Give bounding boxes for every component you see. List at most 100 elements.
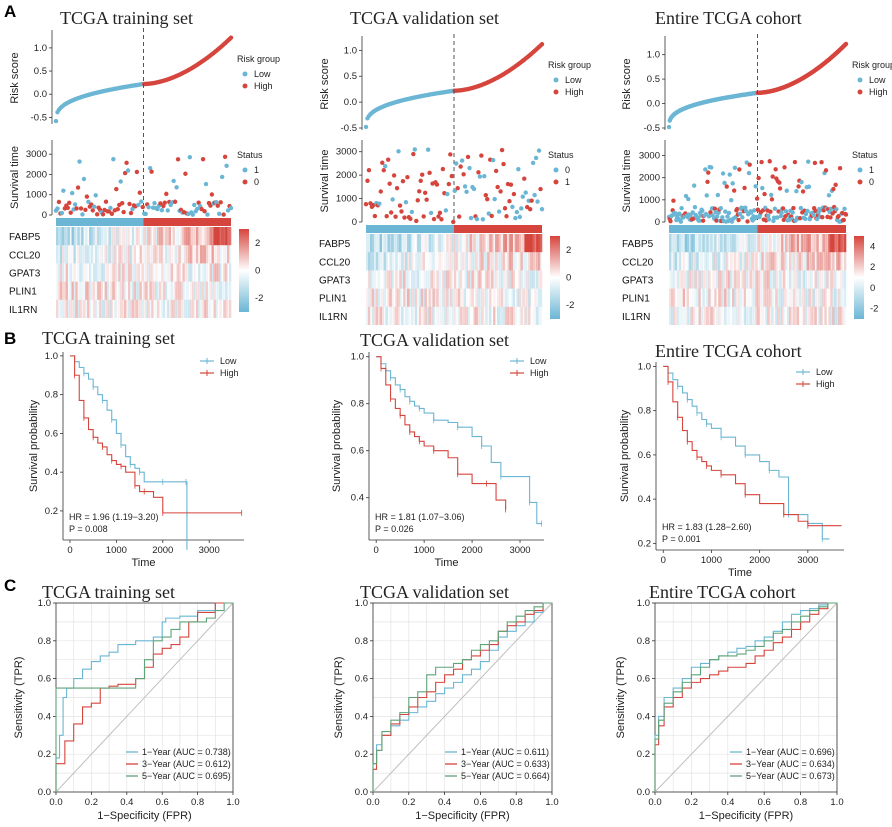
heatmap-cell [781, 234, 784, 253]
heatmap-cell [457, 234, 461, 253]
heatmap-cell [172, 227, 175, 246]
heatmap-cell [143, 245, 146, 264]
heatmap-cell [712, 289, 714, 307]
heatmap-cell [122, 245, 125, 264]
heatmap-cell [674, 234, 678, 253]
heatmap-cell [215, 245, 218, 264]
heatmap-cell [536, 306, 539, 325]
heatmap-cell [139, 299, 142, 318]
heatmap-cell [221, 263, 223, 281]
heatmap-cell [61, 227, 65, 246]
heatmap-cell [103, 245, 105, 263]
heatmap-cell [810, 288, 813, 307]
heatmap-cell [800, 252, 804, 271]
heatmap-cell [57, 227, 61, 246]
heatmap-cell [790, 234, 794, 253]
heatmap-cell [769, 270, 772, 289]
heatmap-cell [401, 234, 404, 253]
heatmap-cell [393, 234, 396, 253]
heatmap-cell [518, 252, 521, 271]
heatmap-cell [767, 306, 770, 325]
heatmap-cell [700, 252, 703, 271]
heatmap-cell [71, 263, 74, 282]
heatmap-cell [143, 299, 146, 318]
heatmap-cell [170, 263, 173, 282]
heatmap-cell [207, 245, 210, 264]
km-y-label: Survival probability [619, 409, 631, 502]
heatmap-cell [493, 306, 496, 325]
heatmap-cell [757, 234, 760, 253]
survival-point [523, 190, 528, 195]
km-y-tick-label: 0.6 [351, 446, 364, 457]
survival-point [467, 165, 472, 171]
survival-point [378, 189, 383, 194]
heatmap-cell [161, 299, 164, 318]
status-legend-title: Status [237, 150, 263, 160]
heatmap-cell [172, 299, 175, 318]
heatmap-cell [788, 288, 792, 307]
heatmap-cell [201, 227, 205, 246]
survival-point [715, 192, 721, 198]
heatmap-cell [818, 306, 821, 325]
heatmap-cell [215, 281, 218, 300]
heatmap-cell [424, 234, 427, 253]
survival-point [439, 217, 444, 222]
km-x-tick-label: 1000 [106, 545, 127, 556]
heatmap-cell [116, 227, 119, 246]
heatmap-cell [155, 281, 158, 300]
heatmap-cell [178, 227, 181, 246]
survival-point [792, 159, 798, 165]
heatmap-cell [57, 281, 61, 300]
heatmap-cell [182, 281, 185, 300]
survival-point [530, 160, 536, 166]
heatmap-cell [498, 306, 502, 325]
heatmap-cell [397, 252, 400, 271]
heatmap-cell [373, 306, 377, 325]
heatmap-cell [826, 252, 829, 271]
heatmap-cell [743, 234, 746, 253]
heatmap-cell [763, 288, 766, 307]
heatmap-cell [225, 299, 228, 318]
heatmap-cell [538, 252, 541, 271]
heatmap-cell [102, 299, 105, 318]
km-legend-label: High [530, 368, 549, 378]
heatmap-cell [798, 270, 802, 289]
heatmap-cell [448, 234, 451, 253]
risk-plot-title: TCGA validation set [350, 8, 499, 28]
survival-point [714, 214, 720, 219]
heatmap-cell [81, 281, 84, 300]
survival-point [831, 186, 836, 192]
heatmap-cell [728, 306, 731, 325]
heatmap-cell [63, 263, 67, 282]
heatmap-cell [678, 234, 682, 253]
heatmap-cell [688, 234, 691, 253]
heatmap-cell [196, 245, 199, 264]
heatmap-cell [467, 252, 470, 271]
survival-point [790, 210, 795, 215]
survival-point [779, 210, 784, 216]
heatmap-cell [94, 299, 98, 318]
heatmap-cell [500, 234, 504, 253]
survival-point [59, 210, 65, 216]
heatmap-cell [184, 282, 186, 300]
heatmap-cell [686, 306, 689, 325]
heatmap-cell [487, 270, 490, 289]
heatmap-cell [196, 227, 199, 246]
heatmap-cell [471, 234, 474, 253]
heatmap-cell [781, 288, 784, 307]
heatmap-cell [463, 270, 467, 289]
heatmap-cell [217, 281, 220, 300]
heatmap-cell [463, 288, 467, 307]
heatmap-cell [812, 234, 815, 253]
heatmap-cell [91, 300, 93, 318]
risk-y-tick-label: 0.5 [344, 71, 357, 82]
heatmap-cell [401, 270, 404, 289]
km-x-tick-label: 1000 [701, 555, 722, 566]
heatmap-cell [217, 263, 220, 282]
heatmap-cell [100, 227, 103, 246]
heatmap-cell [382, 270, 384, 288]
heatmap-cell [706, 288, 709, 307]
survival-point [703, 167, 708, 172]
survival-point [683, 193, 689, 199]
heatmap-cell [708, 234, 711, 253]
